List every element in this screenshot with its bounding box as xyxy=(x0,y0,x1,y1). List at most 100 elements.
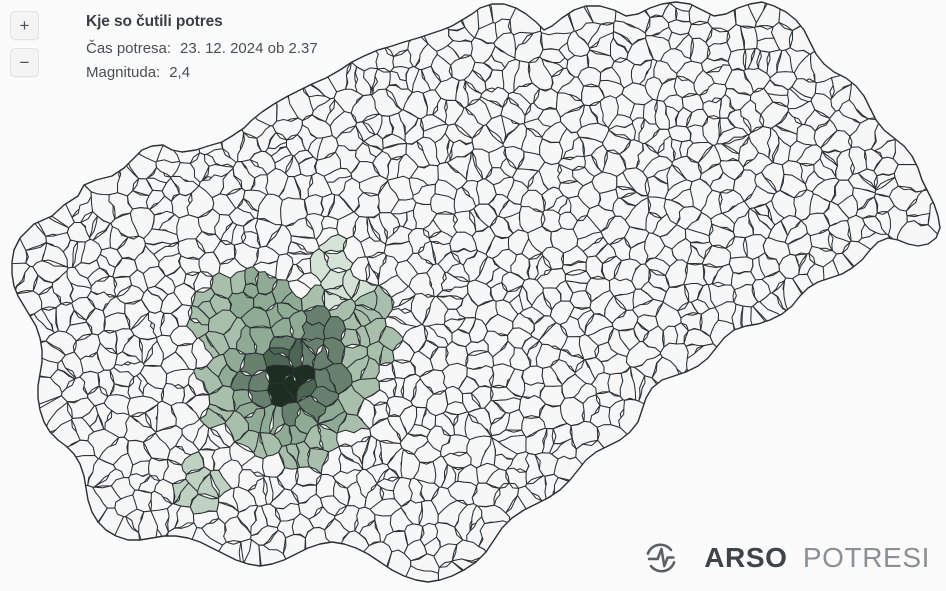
municipality-region[interactable] xyxy=(33,275,53,295)
municipality-region[interactable] xyxy=(520,307,544,325)
municipality-region[interactable] xyxy=(467,366,494,388)
municipality-region[interactable] xyxy=(393,50,414,69)
municipality-region[interactable] xyxy=(88,459,116,488)
municipality-region[interactable] xyxy=(304,195,323,217)
municipality-region[interactable] xyxy=(720,190,744,213)
municipality-region[interactable] xyxy=(0,456,98,519)
municipality-region[interactable] xyxy=(466,352,494,370)
municipality-region[interactable] xyxy=(450,140,474,161)
municipality-region[interactable] xyxy=(811,0,946,83)
municipality-region[interactable] xyxy=(571,421,598,449)
municipality-region[interactable] xyxy=(707,42,731,61)
municipality-region[interactable] xyxy=(72,297,96,320)
municipality-region[interactable] xyxy=(355,291,377,310)
municipality-region[interactable] xyxy=(492,364,515,387)
municipality-region[interactable] xyxy=(567,31,589,57)
municipality-region[interactable] xyxy=(464,70,486,94)
municipality-region[interactable] xyxy=(767,128,779,163)
municipality-region[interactable] xyxy=(437,286,468,299)
municipality-region[interactable] xyxy=(502,272,525,291)
municipality-region[interactable] xyxy=(486,115,506,144)
municipality-region[interactable] xyxy=(613,32,632,54)
municipality-region[interactable] xyxy=(301,285,324,311)
municipality-region[interactable] xyxy=(510,0,541,36)
municipality-region[interactable] xyxy=(380,441,402,465)
municipality-region[interactable] xyxy=(722,135,749,154)
municipality-region[interactable] xyxy=(793,274,859,373)
municipality-region[interactable] xyxy=(685,283,704,302)
municipality-region[interactable] xyxy=(190,306,210,325)
municipality-region[interactable] xyxy=(691,242,712,259)
municipality-region[interactable] xyxy=(728,49,745,70)
municipality-region[interactable] xyxy=(587,205,615,231)
municipality-region[interactable] xyxy=(42,243,68,267)
municipality-region[interactable] xyxy=(612,310,638,330)
municipality-region[interactable] xyxy=(874,194,894,213)
municipality-region[interactable] xyxy=(131,413,152,428)
municipality-region[interactable] xyxy=(263,0,352,92)
arso-potresi-logo[interactable]: ARSO POTRESI xyxy=(642,539,930,577)
municipality-region[interactable] xyxy=(790,0,946,54)
municipality-region[interactable] xyxy=(423,90,441,115)
municipality-region[interactable] xyxy=(506,496,605,591)
municipality-region[interactable] xyxy=(560,397,584,425)
zoom-in-button[interactable]: + xyxy=(10,11,39,40)
municipality-region[interactable] xyxy=(671,189,693,207)
municipality-region[interactable] xyxy=(141,0,277,126)
municipality-region[interactable] xyxy=(394,378,404,398)
municipality-region[interactable] xyxy=(350,257,368,282)
municipality-region[interactable] xyxy=(531,316,556,341)
zoom-out-button[interactable]: − xyxy=(10,48,39,77)
municipality-region[interactable] xyxy=(380,346,394,366)
municipality-region[interactable] xyxy=(144,341,164,366)
municipality-region[interactable] xyxy=(588,326,614,345)
municipality-region[interactable] xyxy=(631,60,651,84)
municipality-region[interactable] xyxy=(479,521,582,591)
municipality-region[interactable] xyxy=(115,495,137,517)
municipality-region[interactable] xyxy=(584,155,602,177)
municipality-region[interactable] xyxy=(144,229,179,245)
municipality-region[interactable] xyxy=(753,302,895,464)
municipality-region[interactable] xyxy=(359,520,380,546)
municipality-region[interactable] xyxy=(260,404,276,433)
municipality-region[interactable] xyxy=(276,254,293,280)
municipality-region[interactable] xyxy=(88,268,110,286)
municipality-region[interactable] xyxy=(515,31,543,62)
municipality-region[interactable] xyxy=(702,246,730,267)
municipality-region[interactable] xyxy=(255,219,281,247)
municipality-region[interactable] xyxy=(755,0,782,27)
municipality-region[interactable] xyxy=(452,540,491,561)
municipality-region[interactable] xyxy=(324,317,346,342)
municipality-region[interactable] xyxy=(376,363,395,382)
municipality-region[interactable] xyxy=(764,80,788,96)
municipality-region[interactable] xyxy=(485,400,506,424)
municipality-region[interactable] xyxy=(518,486,586,584)
municipality-region[interactable] xyxy=(762,163,785,193)
municipality-region[interactable] xyxy=(823,260,941,535)
municipality-region[interactable] xyxy=(849,0,946,119)
municipality-region[interactable] xyxy=(570,291,591,308)
municipality-region[interactable] xyxy=(236,0,336,99)
municipality-region[interactable] xyxy=(269,348,290,358)
municipality-region[interactable] xyxy=(199,450,215,471)
municipality-region[interactable] xyxy=(299,494,323,519)
municipality-region[interactable] xyxy=(420,523,437,545)
municipality-region[interactable] xyxy=(388,416,408,441)
municipality-region[interactable] xyxy=(470,506,482,532)
municipality-region[interactable] xyxy=(175,506,194,528)
municipality-region[interactable] xyxy=(316,474,336,498)
municipality-region[interactable] xyxy=(304,424,323,449)
municipality-region[interactable] xyxy=(403,0,465,30)
municipality-region[interactable] xyxy=(0,262,30,322)
municipality-region[interactable] xyxy=(171,13,223,155)
municipality-region[interactable] xyxy=(875,173,895,190)
municipality-region[interactable] xyxy=(110,227,128,250)
municipality-region[interactable] xyxy=(785,220,807,244)
municipality-region[interactable] xyxy=(494,483,518,513)
municipality-region[interactable] xyxy=(674,76,697,98)
municipality-region[interactable] xyxy=(58,360,76,379)
municipality-region[interactable] xyxy=(741,100,764,133)
municipality-region[interactable] xyxy=(861,224,875,238)
municipality-region[interactable] xyxy=(408,424,431,437)
